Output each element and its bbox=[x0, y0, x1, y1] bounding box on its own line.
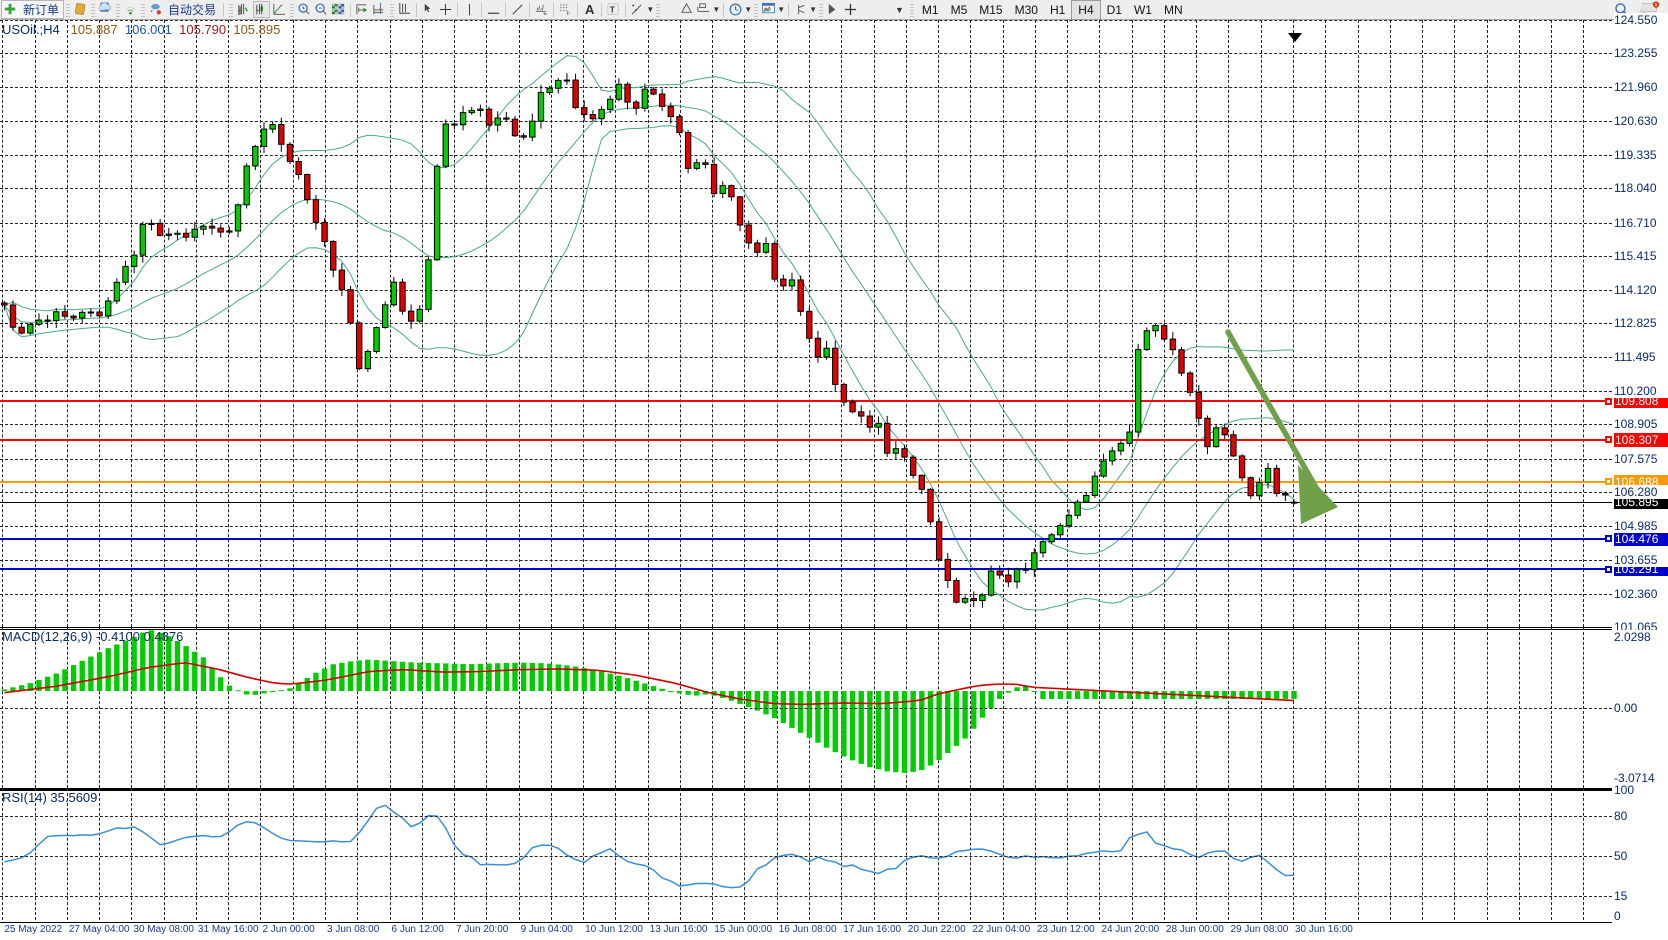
svg-text:F: F bbox=[566, 11, 570, 17]
svg-text:1: 1 bbox=[1655, 2, 1658, 8]
svg-text:E: E bbox=[543, 11, 547, 17]
svg-text:T: T bbox=[610, 4, 616, 14]
